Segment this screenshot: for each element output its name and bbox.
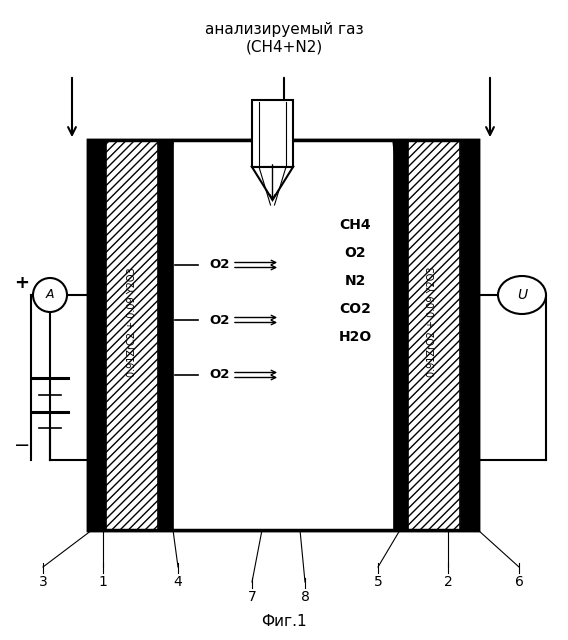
Bar bbox=[88, 140, 106, 530]
Text: −: − bbox=[14, 435, 30, 454]
Text: CO2: CO2 bbox=[339, 302, 371, 316]
Text: O2: O2 bbox=[210, 314, 230, 326]
Text: анализируемый газ: анализируемый газ bbox=[204, 22, 364, 37]
Bar bbox=[106, 140, 158, 530]
Text: (CH4+N2): (CH4+N2) bbox=[245, 40, 323, 55]
Text: 6: 6 bbox=[515, 575, 524, 589]
Bar bbox=[88, 140, 478, 530]
Bar bbox=[393, 140, 408, 530]
Text: 7: 7 bbox=[248, 590, 256, 604]
Text: 8: 8 bbox=[300, 590, 310, 604]
Text: O2: O2 bbox=[210, 369, 230, 381]
Ellipse shape bbox=[498, 276, 546, 314]
Text: 5: 5 bbox=[374, 575, 382, 589]
Text: 0.91ZrC2 + 0.09 Y2O3: 0.91ZrC2 + 0.09 Y2O3 bbox=[127, 267, 137, 377]
Text: O2: O2 bbox=[210, 259, 230, 271]
Text: 2: 2 bbox=[444, 575, 452, 589]
Polygon shape bbox=[252, 167, 293, 200]
Text: 3: 3 bbox=[39, 575, 47, 589]
Circle shape bbox=[33, 278, 67, 312]
Text: 1: 1 bbox=[99, 575, 107, 589]
Text: 4: 4 bbox=[174, 575, 182, 589]
Text: +: + bbox=[15, 274, 30, 292]
Bar bbox=[158, 140, 173, 530]
Text: H2O: H2O bbox=[339, 330, 371, 344]
Bar bbox=[460, 140, 478, 530]
Text: 0.91ZrO2 + 0.09 Y2O3: 0.91ZrO2 + 0.09 Y2O3 bbox=[427, 267, 437, 377]
Text: N2: N2 bbox=[344, 274, 366, 288]
Bar bbox=[88, 140, 478, 530]
Text: U: U bbox=[517, 288, 527, 302]
Polygon shape bbox=[130, 140, 440, 530]
Bar bbox=[252, 100, 293, 167]
Text: O2: O2 bbox=[344, 246, 366, 260]
Text: Фиг.1: Фиг.1 bbox=[261, 614, 307, 630]
Text: CH4: CH4 bbox=[339, 218, 371, 232]
Bar bbox=[408, 140, 460, 530]
Text: A: A bbox=[46, 289, 55, 301]
